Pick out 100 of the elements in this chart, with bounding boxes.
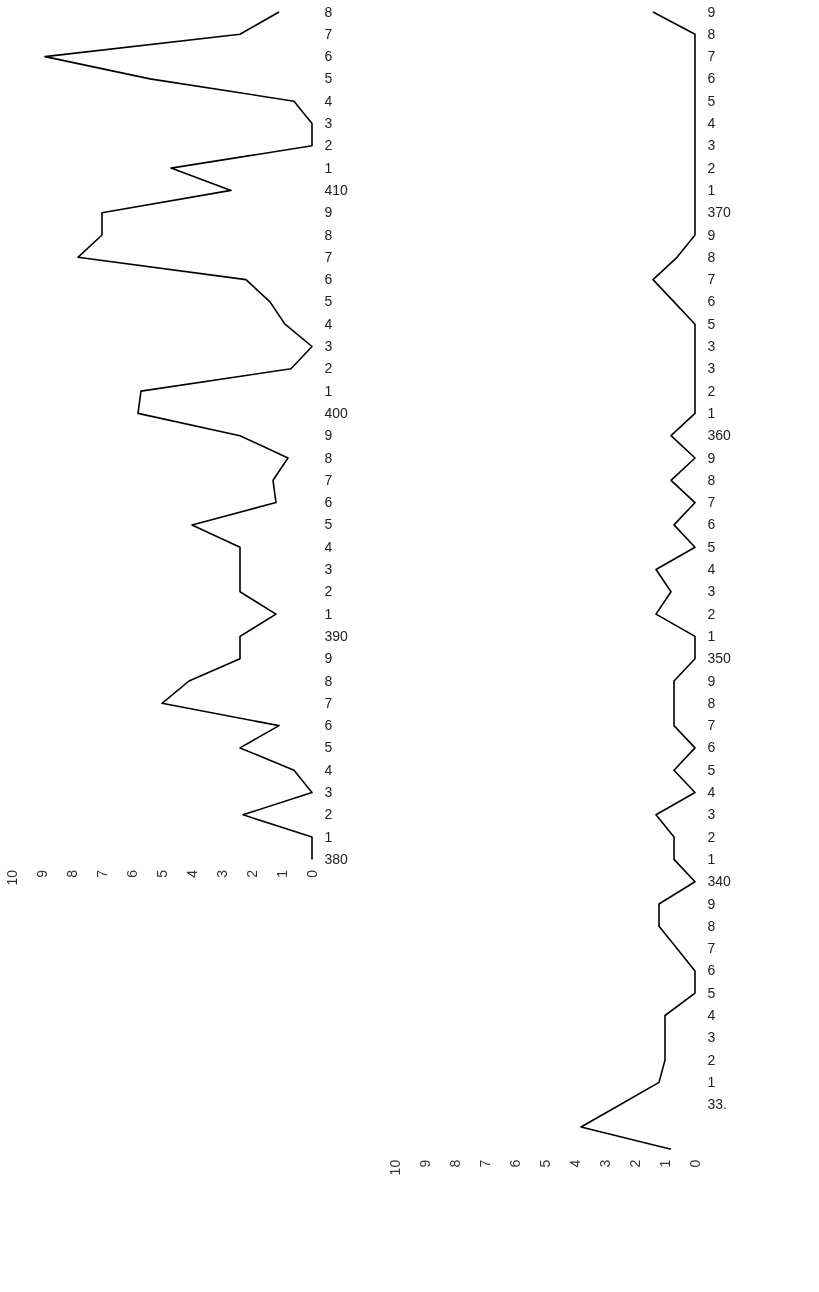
y-tick-label: 2 — [707, 382, 716, 399]
x-tick-label: 7 — [476, 1159, 493, 1168]
y-tick-label: 1 — [324, 605, 333, 622]
y-tick-label: 2 — [324, 137, 333, 154]
y-tick-label: 1 — [324, 159, 333, 176]
x-tick-label: 2 — [626, 1159, 643, 1168]
x-tick-label: 7 — [93, 869, 110, 878]
y-tick-label: 5 — [707, 92, 716, 109]
y-tick-label: 2 — [707, 1051, 716, 1068]
y-tick-label: 2 — [324, 583, 333, 600]
y-tick-label: 7 — [707, 48, 716, 65]
x-tick-label: 3 — [596, 1159, 613, 1168]
y-tick-label: 8 — [324, 226, 333, 243]
x-tick-label: 1 — [273, 869, 290, 878]
x-tick-label: 9 — [416, 1159, 433, 1168]
x-tick-label: 6 — [506, 1159, 523, 1168]
y-tick-label: 1 — [707, 1073, 716, 1090]
y-tick-label: 9 — [707, 895, 716, 912]
y-tick-label: 2 — [707, 828, 716, 845]
x-tick-label: 5 — [153, 869, 170, 878]
x-tick-label: 3 — [213, 869, 230, 878]
y-tick-label: 2 — [707, 159, 716, 176]
y-tick-label: 4 — [707, 115, 716, 131]
y-tick-label: 8 — [707, 694, 716, 711]
x-tick-label: 2 — [243, 869, 260, 878]
y-tick-label: 8 — [707, 471, 716, 488]
y-tick-label: 4 — [707, 1007, 716, 1023]
y-tick-label: 7 — [324, 248, 333, 265]
y-tick-label: 3 — [707, 338, 716, 354]
y-tick-label: 4 — [324, 315, 333, 332]
y-tick-label: 5 — [707, 761, 716, 778]
y-tick-label: 5 — [707, 538, 716, 555]
y-tick-label: 350 — [707, 650, 732, 667]
y-tick-label: 7 — [707, 940, 716, 957]
y-tick-label: 4 — [324, 538, 333, 555]
y-tick-label: 4 — [707, 561, 716, 577]
x-tick-label: 9 — [33, 869, 50, 878]
y-tick-label: 9 — [324, 427, 333, 444]
x-tick-label: 10 — [3, 869, 20, 886]
y-tick-label: 3 — [324, 561, 333, 577]
x-tick-label: 5 — [536, 1159, 553, 1168]
y-tick-label: 1 — [324, 382, 333, 399]
y-tick-label: 6 — [707, 962, 716, 979]
y-tick-label: 9 — [324, 650, 333, 667]
y-tick-label: 1 — [707, 181, 716, 198]
y-tick-label: 3 — [707, 806, 716, 823]
y-tick-label: 5 — [324, 293, 333, 310]
y-tick-label: 2 — [324, 360, 333, 377]
y-tick-label: 1 — [707, 404, 716, 421]
y-tick-label: 8 — [707, 917, 716, 934]
y-tick-label: 3 — [324, 115, 333, 131]
x-tick-label: 1 — [656, 1159, 673, 1168]
y-tick-label: 8 — [324, 672, 333, 689]
x-tick-label: 0 — [686, 1159, 703, 1168]
x-tick-label: 4 — [566, 1159, 583, 1168]
y-tick-label: 5 — [324, 516, 333, 533]
x-tick-label: 8 — [63, 869, 80, 878]
y-tick-label: 9 — [324, 204, 333, 221]
y-tick-label: 3 — [324, 784, 333, 800]
y-tick-label: 3 — [324, 338, 333, 354]
y-tick-label: 7 — [324, 694, 333, 711]
y-tick-label: 360 — [707, 427, 732, 444]
y-tick-label: 6 — [707, 739, 716, 756]
y-tick-label: 400 — [324, 404, 349, 421]
y-tick-label: 3 — [707, 137, 716, 154]
y-tick-label: 5 — [707, 984, 716, 1001]
y-tick-label: 6 — [324, 271, 333, 288]
y-tick-label: 1 — [707, 850, 716, 867]
y-tick-label: 4 — [324, 92, 333, 109]
x-tick-label: 8 — [446, 1159, 463, 1168]
y-tick-label: 3 — [707, 1029, 716, 1046]
y-tick-label: 33. — [707, 1096, 727, 1113]
y-tick-label: 1 — [324, 828, 333, 845]
y-tick-label: 5 — [707, 315, 716, 332]
y-tick-label: 390 — [324, 627, 349, 644]
y-tick-label: 6 — [707, 293, 716, 310]
y-tick-label: 2 — [324, 806, 333, 823]
y-tick-label: 5 — [324, 739, 333, 756]
y-tick-label: 6 — [707, 70, 716, 87]
y-tick-label: 370 — [707, 204, 732, 221]
y-tick-label: 7 — [324, 471, 333, 488]
y-tick-label: 4 — [707, 784, 716, 800]
y-tick-label: 9 — [707, 226, 716, 243]
y-tick-label: 7 — [707, 271, 716, 288]
y-tick-label: 6 — [324, 494, 333, 511]
y-tick-label: 7 — [324, 25, 333, 42]
x-tick-label: 10 — [386, 1159, 403, 1176]
x-tick-label: 4 — [183, 869, 200, 878]
y-tick-label: 7 — [707, 494, 716, 511]
y-tick-label: 6 — [324, 48, 333, 65]
y-tick-label: 8 — [707, 25, 716, 42]
y-tick-label: 8 — [707, 248, 716, 265]
x-tick-label: 0 — [303, 869, 320, 878]
y-tick-label: 9 — [707, 672, 716, 689]
y-tick-label: 410 — [324, 181, 349, 198]
y-tick-label: 8 — [324, 449, 333, 466]
y-tick-label: 2 — [707, 605, 716, 622]
y-tick-label: 3 — [707, 360, 716, 377]
y-tick-label: 340 — [707, 873, 732, 890]
y-tick-label: 9 — [707, 3, 716, 20]
